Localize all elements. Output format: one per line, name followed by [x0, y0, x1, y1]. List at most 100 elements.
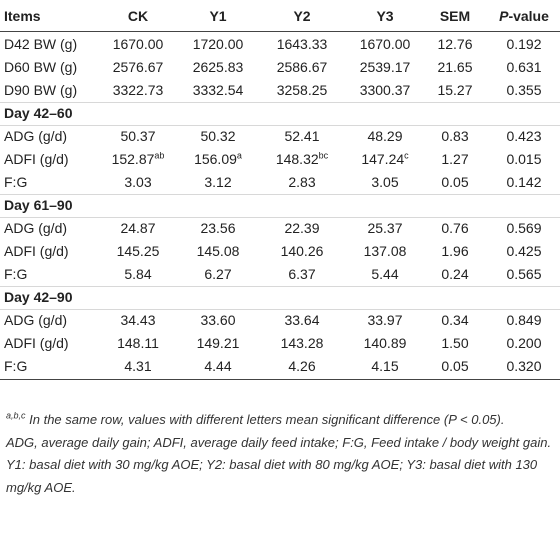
row-label: ADG (g/d)	[4, 220, 68, 236]
rule	[0, 194, 560, 195]
cell-value: 23.56	[200, 220, 236, 236]
cell-value: 25.37	[367, 220, 403, 236]
cell-value: 143.28	[280, 335, 324, 351]
cell-value: 4.15	[371, 358, 399, 374]
cell-value: 0.192	[506, 36, 542, 52]
footnote-abbreviations: ADG, average daily gain; ADFI, average d…	[6, 434, 552, 495]
cell-value: 147.24c	[335, 148, 435, 171]
cell-value: 33.60	[200, 312, 236, 328]
cell-value: 6.37	[288, 266, 316, 282]
cell-value: 33.64	[284, 312, 320, 328]
cell-value: 0.83	[441, 128, 469, 144]
footnote-note: a,b,c In the same row, values with diffe…	[6, 409, 556, 432]
data-row: ADFI (g/d) 145.25 145.08 140.26 137.08 1.96 0.…	[0, 240, 560, 263]
section-row: Day 42–90	[0, 286, 560, 309]
row-label: F:G	[4, 174, 28, 190]
cell-value: 52.41	[284, 128, 320, 144]
cell-value: 2625.83	[192, 59, 244, 75]
cell-value: 148.32bc	[252, 148, 352, 171]
cell-value: 0.569	[506, 220, 542, 236]
cell-value: 50.37	[120, 128, 156, 144]
cell-value: 2539.17	[359, 59, 411, 75]
cell-value: 2.83	[288, 174, 316, 190]
cell-value: 3.05	[371, 174, 399, 190]
cell-value: 1670.00	[359, 36, 411, 52]
value-text: 147.24	[361, 151, 405, 167]
cell-value: 1.96	[441, 243, 469, 259]
cell-value: 140.89	[363, 335, 407, 351]
cell-value: 3.12	[204, 174, 232, 190]
footnote: a,b,c In the same row, values with diffe…	[6, 409, 556, 499]
rule	[0, 102, 560, 103]
data-row: F:G 5.84 6.27 6.37 5.44 0.24 0.565	[0, 263, 560, 286]
column-header: Items	[4, 8, 41, 24]
cell-value: 34.43	[120, 312, 156, 328]
header-row: Items CK Y1 Y2 Y3 SEM P-value	[0, 5, 560, 28]
row-label: ADG (g/d)	[4, 128, 68, 144]
data-row: F:G 3.03 3.12 2.83 3.05 0.05 0.142	[0, 171, 560, 194]
value-text: 152.87	[111, 151, 155, 167]
value-sup: a	[236, 150, 242, 161]
cell-value: 15.27	[437, 82, 473, 98]
rule	[0, 309, 560, 310]
data-row: F:G 4.31 4.44 4.26 4.15 0.05 0.320	[0, 355, 560, 378]
data-row: ADG (g/d) 24.87 23.56 22.39 25.37 0.76 0.569	[0, 217, 560, 240]
row-label: D42 BW (g)	[4, 36, 78, 52]
column-header: Y2	[293, 8, 311, 24]
value-text: 156.09	[194, 151, 237, 167]
section-row: Day 61–90	[0, 194, 560, 217]
cell-value: 21.65	[437, 59, 473, 75]
cell-value: 6.27	[204, 266, 232, 282]
row-label: F:G	[4, 266, 28, 282]
cell-value: 1670.00	[112, 36, 164, 52]
section-title: Day 42–90	[4, 289, 73, 305]
cell-value: 50.32	[200, 128, 236, 144]
rule	[0, 125, 560, 126]
cell-value: 0.24	[441, 266, 469, 282]
cell-value: 0.76	[441, 220, 469, 236]
cell-value: 5.84	[124, 266, 152, 282]
cell-value: 4.26	[288, 358, 316, 374]
section-title: Day 42–60	[4, 105, 73, 121]
cell-value: 2586.67	[276, 59, 328, 75]
value-sup: bc	[318, 150, 329, 161]
data-row: D90 BW (g) 3322.73 3332.54 3258.25 3300.37 15…	[0, 79, 560, 102]
footnote-sup: a,b,c	[6, 410, 26, 421]
column-header: P-value	[474, 5, 560, 28]
cell-value: 145.25	[116, 243, 160, 259]
data-row: ADG (g/d) 50.37 50.32 52.41 48.29 0.83 0.423	[0, 125, 560, 148]
data-row: ADG (g/d) 34.43 33.60 33.64 33.97 0.34 0.849	[0, 309, 560, 332]
row-label: ADFI (g/d)	[4, 151, 69, 167]
cell-value: 0.200	[506, 335, 542, 351]
cell-value: 0.631	[506, 59, 542, 75]
column-header: Y3	[376, 8, 394, 24]
row-label: D60 BW (g)	[4, 59, 78, 75]
cell-value: 12.76	[437, 36, 473, 52]
header-italic: P	[499, 8, 509, 24]
cell-value: 0.423	[506, 128, 542, 144]
data-row: D60 BW (g) 2576.67 2625.83 2586.67 2539.17 21…	[0, 56, 560, 79]
cell-value: 152.87ab	[88, 148, 188, 171]
cell-value: 145.08	[196, 243, 240, 259]
row-label: F:G	[4, 358, 28, 374]
rule	[0, 31, 560, 32]
cell-value: 3258.25	[276, 82, 328, 98]
cell-value: 0.05	[441, 358, 469, 374]
cell-value: 0.015	[506, 151, 542, 167]
rule	[0, 379, 560, 380]
cell-value: 2576.67	[112, 59, 164, 75]
cell-value: 148.11	[117, 335, 159, 351]
cell-value: 3322.73	[112, 82, 164, 98]
cell-value: 0.320	[506, 358, 542, 374]
cell-value: 1.50	[441, 335, 469, 351]
cell-value: 137.08	[363, 243, 407, 259]
row-label: ADFI (g/d)	[4, 335, 69, 351]
cell-value: 4.44	[204, 358, 232, 374]
cell-value: 0.142	[506, 174, 542, 190]
cell-value: 140.26	[280, 243, 324, 259]
row-label: ADFI (g/d)	[4, 243, 69, 259]
rule	[0, 286, 560, 287]
data-row: D42 BW (g) 1670.00 1720.00 1643.33 1670.00 12…	[0, 33, 560, 56]
cell-value: 3300.37	[359, 82, 411, 98]
